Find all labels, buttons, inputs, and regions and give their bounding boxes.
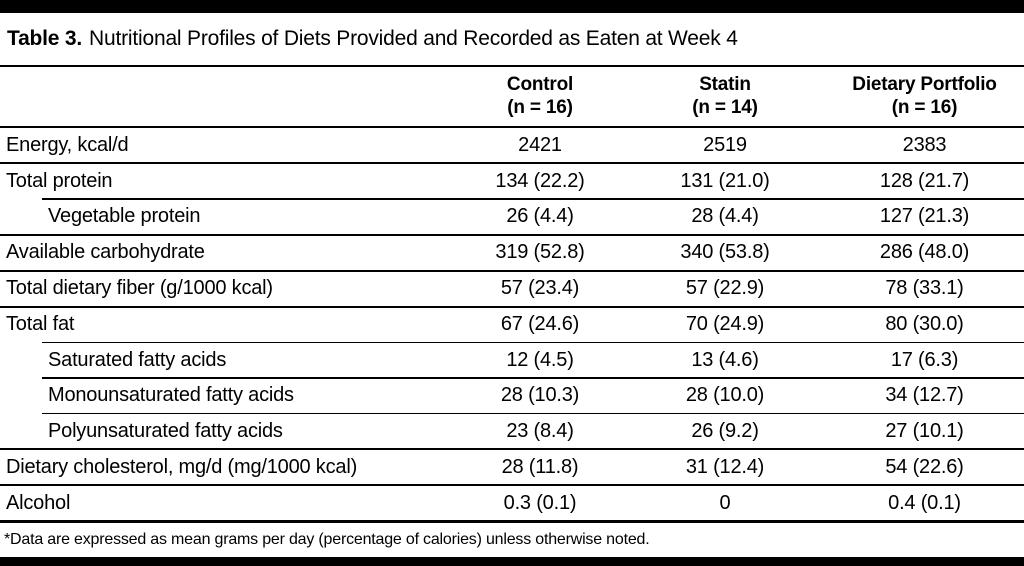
row-value: 286 (48.0): [879, 241, 970, 263]
table-title: Table 3. Nutritional Profiles of Diets P…: [0, 13, 1024, 65]
row-separator-indented: [42, 412, 1024, 414]
row-label: Energy, kcal/d: [6, 133, 129, 156]
table-header-row: Control (n = 16) Statin (n = 14) Dietary…: [0, 67, 1024, 126]
row-value: 17 (6.3): [890, 348, 959, 371]
row-value: 67 (24.6): [500, 313, 580, 335]
row-label: Monounsaturated fatty acids: [48, 384, 294, 406]
row-value: 12 (4.5): [506, 348, 574, 371]
row-value: 57 (23.4): [500, 277, 580, 299]
table-row-saturated-fatty-acids: Saturated fatty acids 12 (4.5) 13 (4.6) …: [0, 343, 1024, 377]
column-header-control: Control (n = 16): [455, 73, 625, 119]
table-footnote: *Data are expressed as mean grams per da…: [4, 530, 650, 548]
table-row-vegetable-protein: Vegetable protein 26 (4.4) 28 (4.4) 127 …: [0, 200, 1024, 234]
row-value: 28 (4.4): [691, 205, 759, 227]
row-label: Vegetable protein: [48, 205, 201, 227]
column-sample-size: (n = 14): [692, 97, 758, 118]
table-row-total-dietary-fiber: Total dietary fiber (g/1000 kcal) 57 (23…: [0, 272, 1024, 306]
table-row-polyunsaturated-fatty-acids: Polyunsaturated fatty acids 23 (8.4) 26 …: [0, 414, 1024, 448]
table-row-energy: Energy, kcal/d 2421 2519 2383: [0, 128, 1024, 162]
row-separator: [0, 484, 1024, 486]
row-value: 319 (52.8): [495, 241, 585, 263]
table-number: Table 3.: [7, 27, 83, 50]
row-value: 13 (4.6): [691, 348, 759, 371]
row-label: Polyunsaturated fatty acids: [48, 419, 283, 442]
row-separator: [0, 305, 1024, 308]
row-value: 54 (22.6): [885, 455, 964, 478]
table-row-total-fat: Total fat 67 (24.6) 70 (24.9) 80 (30.0): [0, 308, 1024, 342]
row-value: 134 (22.2): [495, 169, 585, 192]
row-value: 28 (11.8): [501, 455, 579, 478]
row-value: 28 (10.3): [500, 384, 580, 406]
row-value: 70 (24.9): [685, 313, 765, 335]
row-value: 34 (12.7): [885, 384, 964, 406]
row-label: Dietary cholesterol, mg/d (mg/1000 kcal): [6, 455, 358, 478]
row-value: 0.4 (0.1): [888, 491, 961, 514]
row-value: 127 (21.3): [879, 205, 970, 227]
column-header-dietary-portfolio: Dietary Portfolio (n = 16): [825, 73, 1024, 119]
footnote-top-rule: [0, 520, 1024, 523]
bottom-divider-bar: [0, 557, 1024, 566]
row-label: Total protein: [6, 169, 113, 192]
row-value: 78 (33.1): [885, 277, 964, 299]
table-row-monounsaturated-fatty-acids: Monounsaturated fatty acids 28 (10.3) 28…: [0, 379, 1024, 413]
row-separator: [0, 269, 1024, 272]
row-separator-indented: [42, 198, 1024, 200]
title-bottom-rule: [0, 65, 1024, 67]
row-value: 31 (12.4): [685, 455, 765, 478]
row-separator: [0, 162, 1024, 164]
row-label: Total fat: [6, 313, 75, 335]
row-value: 27 (10.1): [885, 419, 964, 442]
row-separator: [0, 448, 1024, 450]
row-value: 2383: [902, 133, 947, 156]
top-divider-bar: [0, 0, 1024, 13]
row-label: Total dietary fiber (g/1000 kcal): [6, 277, 273, 299]
row-value: 23 (8.4): [506, 419, 574, 442]
row-value: 57 (22.9): [685, 277, 765, 299]
row-value: 340 (53.8): [680, 241, 770, 263]
column-name: Statin: [699, 73, 751, 95]
row-separator-indented: [42, 377, 1024, 379]
row-value: 80 (30.0): [885, 313, 964, 335]
row-label: Available carbohydrate: [6, 241, 205, 263]
row-value: 0: [719, 491, 731, 514]
table-row-dietary-cholesterol: Dietary cholesterol, mg/d (mg/1000 kcal)…: [0, 450, 1024, 484]
row-label: Saturated fatty acids: [48, 348, 227, 371]
column-name: Control: [506, 73, 574, 95]
column-sample-size: (n = 16): [891, 97, 958, 118]
table-row-alcohol: Alcohol 0.3 (0.1) 0 0.4 (0.1): [0, 486, 1024, 520]
column-sample-size: (n = 16): [507, 97, 573, 118]
row-value: 26 (9.2): [691, 419, 759, 442]
row-value: 2519: [703, 133, 747, 156]
row-value: 0.3 (0.1): [503, 491, 577, 514]
table-row-available-carbohydrate: Available carbohydrate 319 (52.8) 340 (5…: [0, 236, 1024, 270]
column-header-statin: Statin (n = 14): [625, 73, 825, 119]
row-value: 128 (21.7): [879, 169, 970, 192]
table-row-total-protein: Total protein 134 (22.2) 131 (21.0) 128 …: [0, 164, 1024, 198]
column-name: Dietary Portfolio: [852, 73, 997, 95]
header-bottom-rule: [0, 125, 1024, 128]
row-value: 28 (10.0): [685, 384, 765, 406]
row-separator: [0, 233, 1024, 236]
row-value: 2421: [518, 133, 562, 156]
row-value: 131 (21.0): [680, 169, 770, 192]
row-value: 26 (4.4): [506, 205, 574, 227]
row-separator-indented: [42, 341, 1024, 343]
row-label: Alcohol: [6, 491, 71, 514]
table-title-text: Nutritional Profiles of Diets Provided a…: [89, 27, 738, 50]
